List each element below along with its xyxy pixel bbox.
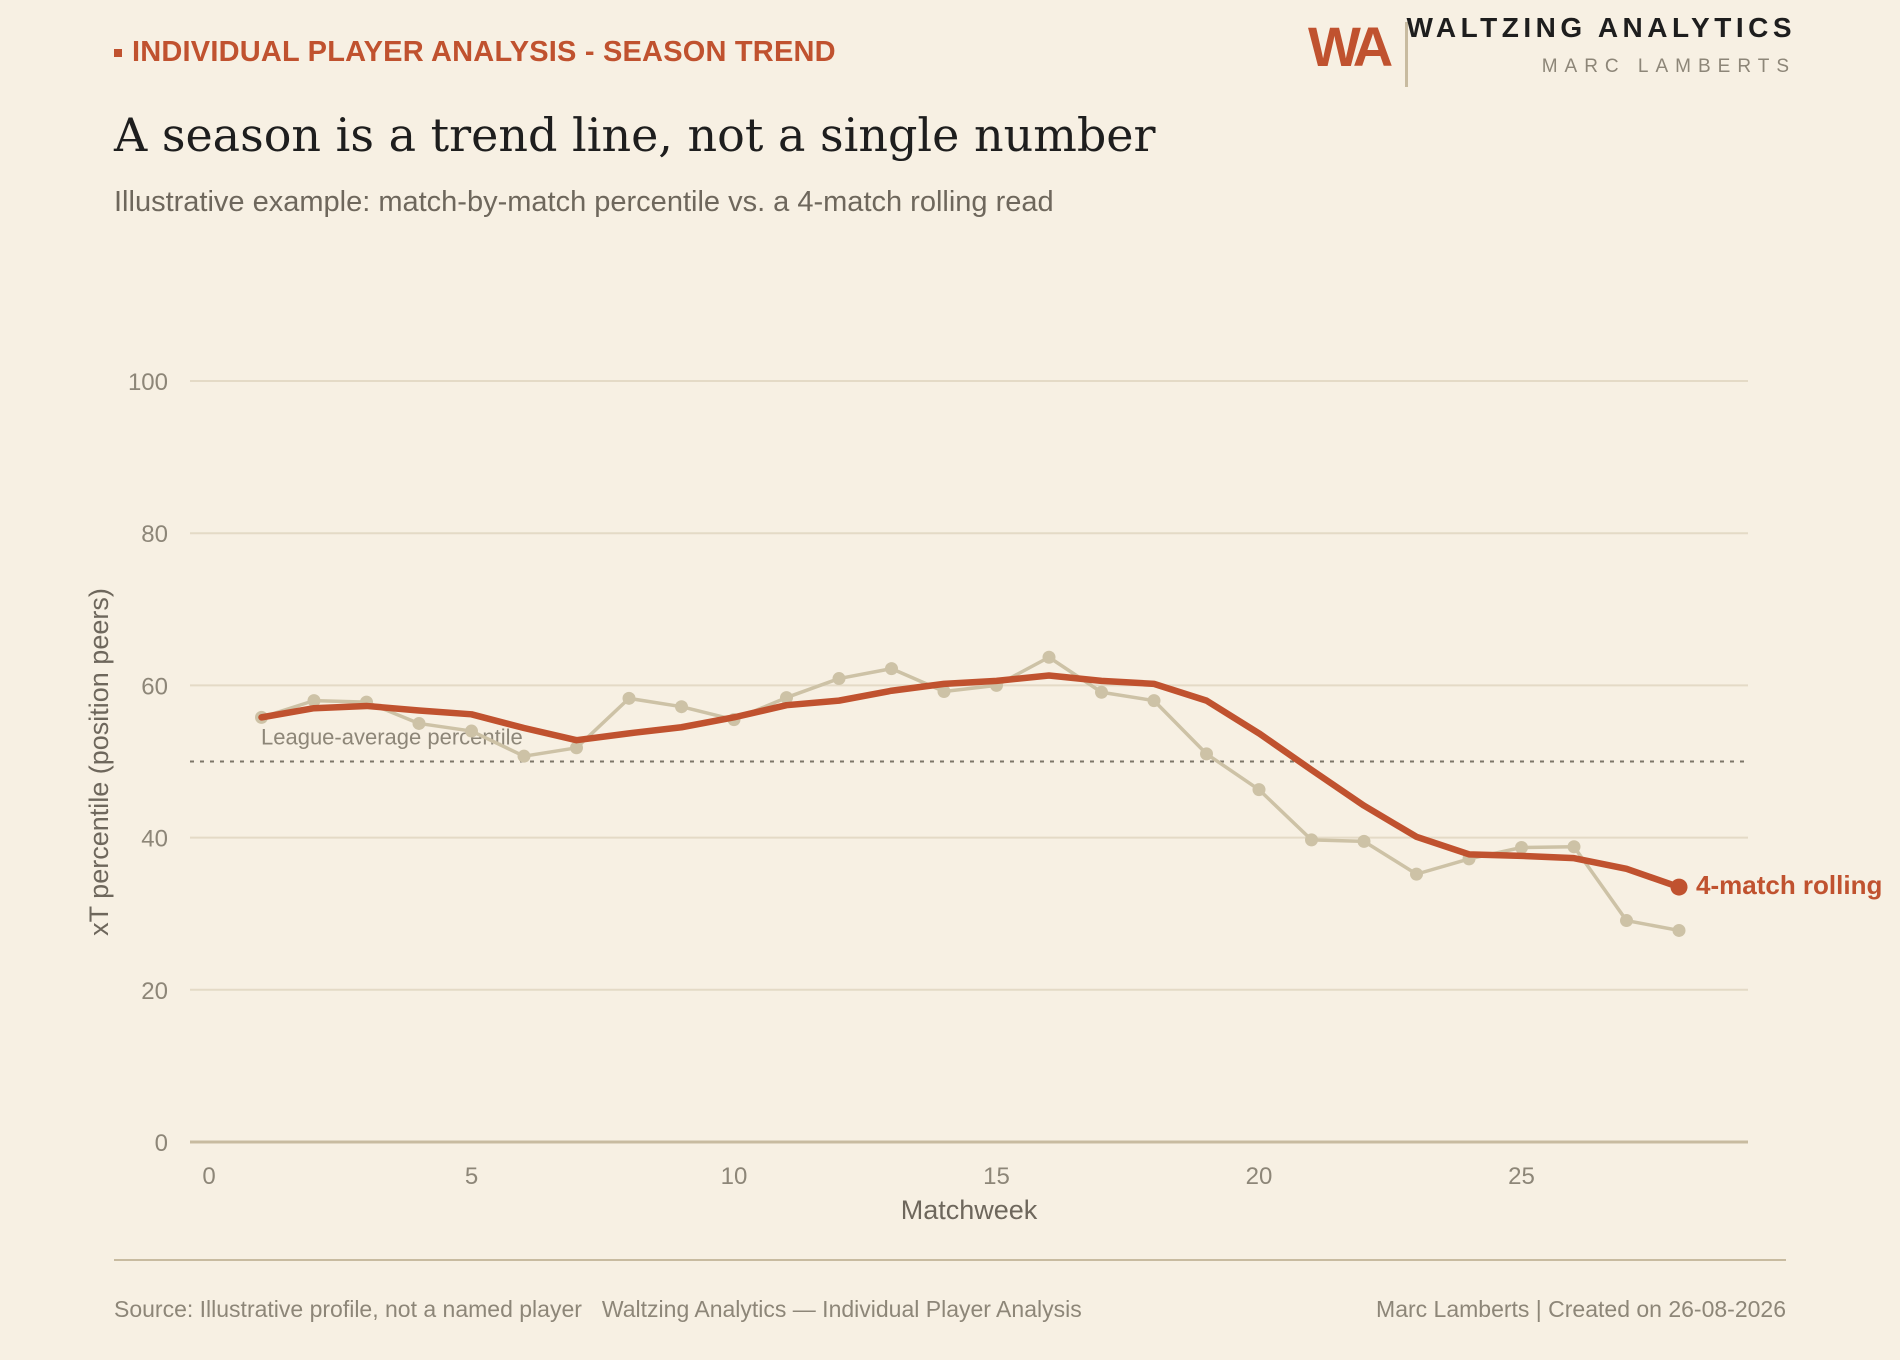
rolling-end-point — [1670, 878, 1688, 896]
match-point — [780, 691, 793, 705]
kicker-square-icon — [114, 48, 122, 57]
match-point — [517, 749, 531, 763]
match-point — [1252, 783, 1266, 797]
rolling-series-label: 4-match rolling — [1696, 870, 1882, 900]
match-point — [570, 741, 583, 755]
chart-subtitle: Illustrative example: match-by-match per… — [114, 186, 1054, 218]
match-point — [412, 716, 426, 730]
brand-person: MARC LAMBERTS — [1541, 56, 1796, 77]
footer-source-text: Source: Illustrative profile, not a name… — [114, 1296, 582, 1322]
match-point — [832, 672, 846, 686]
y-tick-label: 80 — [141, 521, 168, 548]
kicker-text: INDIVIDUAL PLAYER ANALYSIS - SEASON TREN… — [132, 36, 836, 68]
y-axis-label: xT percentile (position peers) — [84, 588, 114, 936]
brand-name: WALTZING ANALYTICS — [1406, 12, 1796, 43]
y-tick-label: 100 — [128, 369, 168, 396]
match-point — [1095, 685, 1108, 699]
match-point — [885, 662, 898, 676]
match-point — [1515, 840, 1528, 854]
y-tick-label: 40 — [141, 826, 168, 853]
match-point — [1620, 914, 1633, 928]
x-tick-label: 5 — [465, 1163, 478, 1190]
x-axis-label: Matchweek — [901, 1195, 1038, 1225]
chart-headline: A season is a trend line, not a single n… — [114, 108, 1156, 162]
x-tick-label: 25 — [1508, 1163, 1535, 1190]
section-kicker: INDIVIDUAL PLAYER ANALYSIS - SEASON TREN… — [114, 36, 836, 69]
trend-chart: 0 20 40 60 80 100 0 5 10 15 20 25 Matchweek xT percen… — [84, 369, 1882, 1225]
y-tick-label: 20 — [141, 978, 168, 1005]
match-point — [937, 684, 951, 698]
match-point — [1410, 867, 1423, 881]
match-point — [622, 691, 636, 705]
brand-divider — [1405, 22, 1408, 87]
footer-source: Source: Illustrative profile, not a name… — [114, 1296, 1082, 1323]
x-tick-label: 15 — [983, 1163, 1010, 1190]
match-point — [1357, 834, 1371, 848]
x-tick-label: 10 — [721, 1163, 748, 1190]
match-point — [1305, 833, 1318, 847]
match-point — [1042, 650, 1056, 664]
footer-series-text: Waltzing Analytics — Individual Player A… — [601, 1296, 1082, 1322]
match-point — [675, 700, 688, 714]
match-point — [1200, 747, 1213, 761]
x-tick-label: 20 — [1246, 1163, 1273, 1190]
league-average-label: League-average percentile — [261, 725, 523, 750]
match-point — [1147, 694, 1161, 708]
match-point — [1672, 923, 1686, 937]
rolling-series-line — [258, 672, 1683, 891]
footer-divider — [114, 1259, 1786, 1261]
match-point — [307, 694, 321, 708]
y-tick-label: 0 — [155, 1130, 168, 1157]
y-tick-label: 60 — [141, 673, 168, 700]
match-point — [1567, 840, 1581, 854]
brand-logo: WA — [1308, 15, 1393, 78]
match-point — [465, 724, 478, 738]
footer-credit: Marc Lamberts | Created on 26-08-2026 — [1376, 1296, 1786, 1322]
match-series-line — [260, 655, 1680, 933]
x-tick-label: 0 — [202, 1163, 215, 1190]
